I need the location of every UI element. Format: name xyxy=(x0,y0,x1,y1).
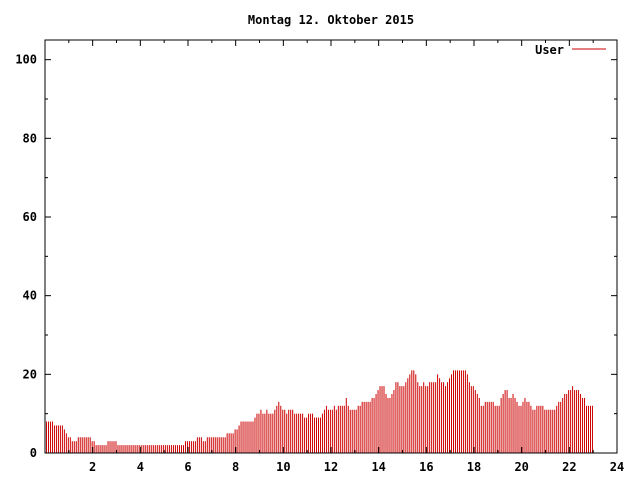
legend-label: User xyxy=(535,43,564,57)
x-tick-label: 20 xyxy=(514,460,528,474)
y-tick-label: 80 xyxy=(23,131,37,145)
x-tick-label: 8 xyxy=(232,460,239,474)
x-tick-label: 10 xyxy=(276,460,290,474)
x-tick-label: 2 xyxy=(89,460,96,474)
x-tick-label: 16 xyxy=(419,460,433,474)
y-tick-label: 60 xyxy=(23,210,37,224)
plot-frame xyxy=(44,39,618,454)
bar-group xyxy=(46,370,593,453)
x-tick-label: 24 xyxy=(610,460,624,474)
x-tick-label: 18 xyxy=(467,460,481,474)
y-tick-label: 40 xyxy=(23,289,37,303)
x-tick-label: 22 xyxy=(562,460,576,474)
chart-title: Montag 12. Oktober 2015 xyxy=(248,13,414,27)
x-tick-label: 6 xyxy=(184,460,191,474)
legend: User xyxy=(535,43,606,57)
y-tick-label: 0 xyxy=(30,446,37,460)
y-tick-label: 20 xyxy=(23,367,37,381)
y-tick-label: 100 xyxy=(15,53,37,67)
x-tick-label: 12 xyxy=(324,460,338,474)
x-tick-label: 4 xyxy=(137,460,144,474)
x-tick-label: 14 xyxy=(371,460,385,474)
